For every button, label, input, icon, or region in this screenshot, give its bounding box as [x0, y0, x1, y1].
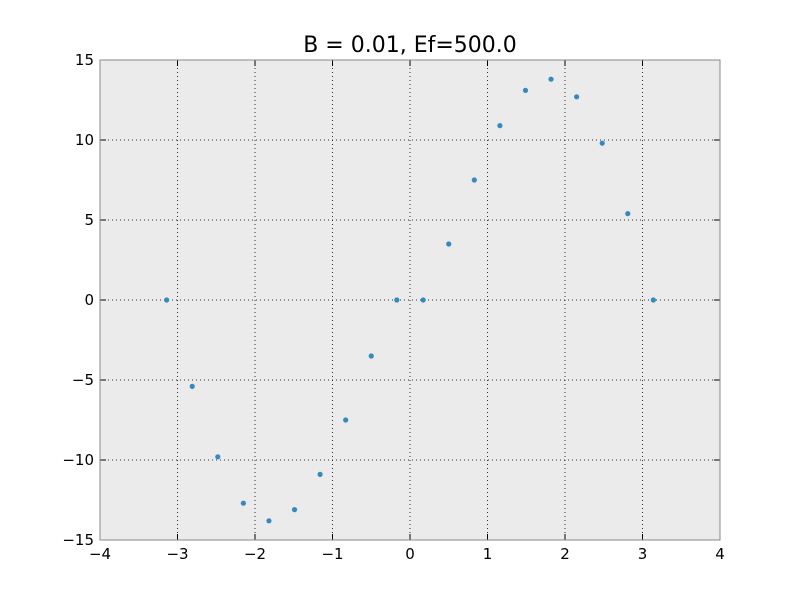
x-tick-label: 4 — [715, 545, 725, 563]
data-point — [164, 297, 170, 303]
data-point — [446, 241, 452, 247]
data-point — [471, 177, 477, 183]
data-point — [291, 507, 298, 513]
plot-frame — [99, 59, 721, 541]
y-tick-label: 5 — [84, 211, 94, 229]
y-tick-label: 15 — [75, 51, 94, 69]
x-tick-label: 3 — [638, 545, 648, 563]
y-tick-label: 0 — [84, 291, 94, 309]
data-points — [164, 76, 656, 524]
y-tick-label: −10 — [62, 451, 94, 469]
chart-title: B = 0.01, Ef=500.0 — [303, 33, 517, 58]
data-point — [522, 87, 529, 93]
x-tick-label: −1 — [321, 545, 343, 563]
data-point — [215, 454, 221, 460]
x-axis-tick-labels: −4 −3 −2 −1 0 1 2 3 4 — [89, 545, 725, 563]
data-point — [574, 94, 580, 100]
y-axis-tick-labels: −15 −10 −5 0 5 10 15 — [62, 51, 94, 549]
x-tick-label: −4 — [89, 545, 111, 563]
data-point — [599, 140, 605, 146]
data-point — [420, 297, 426, 303]
x-tick-label: 0 — [405, 545, 415, 563]
y-tick-label: 10 — [75, 131, 94, 149]
x-tick-label: −2 — [244, 545, 266, 563]
data-point — [394, 297, 400, 303]
y-tick-label: −15 — [62, 531, 94, 549]
data-point — [343, 417, 349, 423]
data-point — [317, 471, 323, 477]
y-tick-label: −5 — [72, 371, 94, 389]
data-point — [497, 123, 503, 129]
x-tick-label: −3 — [166, 545, 188, 563]
data-point — [625, 211, 631, 217]
data-point — [650, 297, 656, 303]
data-point — [240, 500, 246, 506]
x-tick-label: 1 — [483, 545, 493, 563]
data-point — [266, 518, 272, 524]
data-point — [189, 383, 195, 389]
data-point — [368, 353, 374, 359]
data-point — [548, 76, 554, 82]
x-tick-label: 2 — [560, 545, 570, 563]
